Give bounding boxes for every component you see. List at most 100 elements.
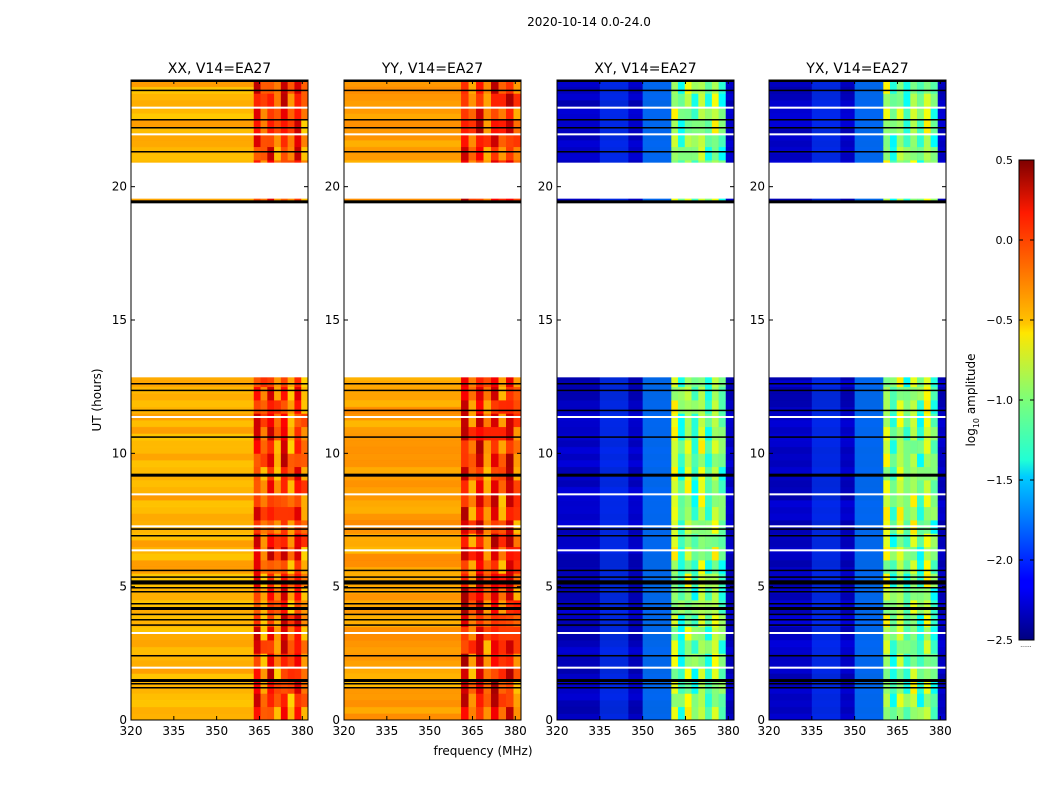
heatmap-row [344, 613, 521, 621]
flag-line [131, 89, 308, 92]
heatmap-band-cell [903, 120, 911, 134]
flag-line [769, 127, 946, 129]
heatmap-band-cell [498, 106, 507, 121]
heatmap-band-cell [910, 546, 918, 561]
y-tick-label: 0 [332, 713, 340, 727]
heatmap-band-cell [267, 533, 275, 548]
heatmap-band-cell [513, 493, 521, 508]
heatmap-band-cell [698, 653, 706, 668]
heatmap-band-cell [498, 120, 507, 134]
heatmap-band-cell [260, 480, 268, 494]
heatmap-band-cell [294, 400, 302, 414]
heatmap-band-cell [274, 373, 282, 388]
heatmap-band-cell [253, 706, 261, 720]
heatmap-band-cell [705, 386, 713, 401]
heatmap-band-cell [711, 706, 719, 720]
heatmap-band-cell [930, 453, 938, 468]
heatmap-band-cell [468, 706, 477, 720]
heatmap-band-cell [253, 546, 261, 561]
heatmap-band-cell [718, 133, 726, 148]
heatmap-band-cell [267, 453, 275, 468]
flag-line [769, 619, 946, 621]
heatmap-band-cell [498, 146, 507, 161]
heatmap-row [131, 106, 308, 114]
heatmap-band-cell [930, 480, 938, 494]
heatmap-band-cell [903, 693, 911, 708]
heatmap-band-cell [260, 666, 268, 681]
heatmap-band-cell [476, 480, 484, 494]
heatmap-band-cell [684, 373, 692, 388]
heatmap-row [131, 493, 308, 501]
heatmap-band-cell [491, 493, 499, 508]
heatmap-band-cell [253, 93, 261, 108]
heatmap-band-cell [923, 573, 931, 588]
heatmap-band-cell [671, 80, 679, 94]
heatmap-band-cell [923, 426, 931, 441]
heatmap-band-cell [491, 506, 499, 521]
heatmap-band-cell [468, 413, 477, 428]
heatmap-band-cell [461, 440, 469, 454]
heatmap-band-cell [476, 106, 484, 121]
flag-line [344, 473, 521, 477]
heatmap-band-cell [274, 506, 282, 521]
heatmap-band-cell [698, 413, 706, 428]
heatmap-band-cell [476, 640, 484, 654]
flag-line [131, 607, 308, 610]
heatmap-band-cell [910, 133, 918, 148]
flag-line [769, 607, 946, 610]
heatmap-band-cell [513, 440, 521, 454]
heatmap-band-cell [671, 466, 679, 481]
y-tick-label: 15 [112, 313, 127, 327]
heatmap-band-cell [705, 106, 713, 121]
heatmap-band-cell [476, 693, 484, 708]
heatmap-band-cell [677, 560, 686, 574]
heatmap-band-cell [711, 586, 719, 601]
heatmap-band-cell [677, 493, 686, 508]
heatmap-band-cell [711, 386, 719, 401]
heatmap-band-cell [274, 640, 282, 654]
heatmap-band-cell [903, 440, 911, 454]
heatmap-band-cell [506, 653, 514, 668]
heatmap-band-cell [917, 506, 925, 521]
heatmap-band-cell [506, 386, 514, 401]
heatmap-band-cell [468, 426, 477, 441]
heatmap-band-cell [930, 80, 938, 94]
heatmap-band-cell [476, 386, 484, 401]
heatmap-band-cell [294, 506, 302, 521]
heatmap-band-cell [294, 146, 302, 161]
flag-line [557, 535, 734, 537]
heatmap-band-cell [889, 480, 898, 494]
heatmap-row [131, 100, 308, 108]
heatmap-row [344, 513, 521, 521]
heatmap-band-cell [280, 120, 288, 134]
flag-line [131, 200, 308, 204]
flag-line [131, 409, 308, 412]
heatmap-band-cell [253, 80, 261, 94]
flag-line [769, 409, 946, 412]
heatmap-band-cell [705, 133, 713, 148]
heatmap-band-cell [260, 453, 268, 468]
heatmap-row [344, 693, 521, 701]
heatmap-row [344, 606, 521, 614]
heatmap-band-cell [287, 600, 295, 614]
heatmap-band-cell [483, 533, 492, 548]
heatmap-row [131, 706, 308, 714]
heatmap-band-cell [677, 680, 686, 694]
gap-line [557, 632, 734, 634]
heatmap-band-cell [468, 466, 477, 481]
heatmap-band-cell [483, 546, 492, 561]
heatmap-band-cell [923, 80, 931, 94]
heatmap-band-cell [294, 546, 302, 561]
heatmap-band-cell [889, 400, 898, 414]
heatmap-band-cell [711, 133, 719, 148]
heatmap-band-cell [883, 480, 891, 494]
flag-line [769, 683, 946, 685]
heatmap-band-cell [491, 546, 499, 561]
heatmap-band-cell [910, 413, 918, 428]
heatmap-band-cell [691, 413, 699, 428]
heatmap-band-cell [287, 666, 295, 681]
heatmap-band-cell [301, 560, 308, 574]
heatmap-band-cell [287, 453, 295, 468]
heatmap-band-cell [903, 106, 911, 121]
heatmap-band-cell [698, 586, 706, 601]
